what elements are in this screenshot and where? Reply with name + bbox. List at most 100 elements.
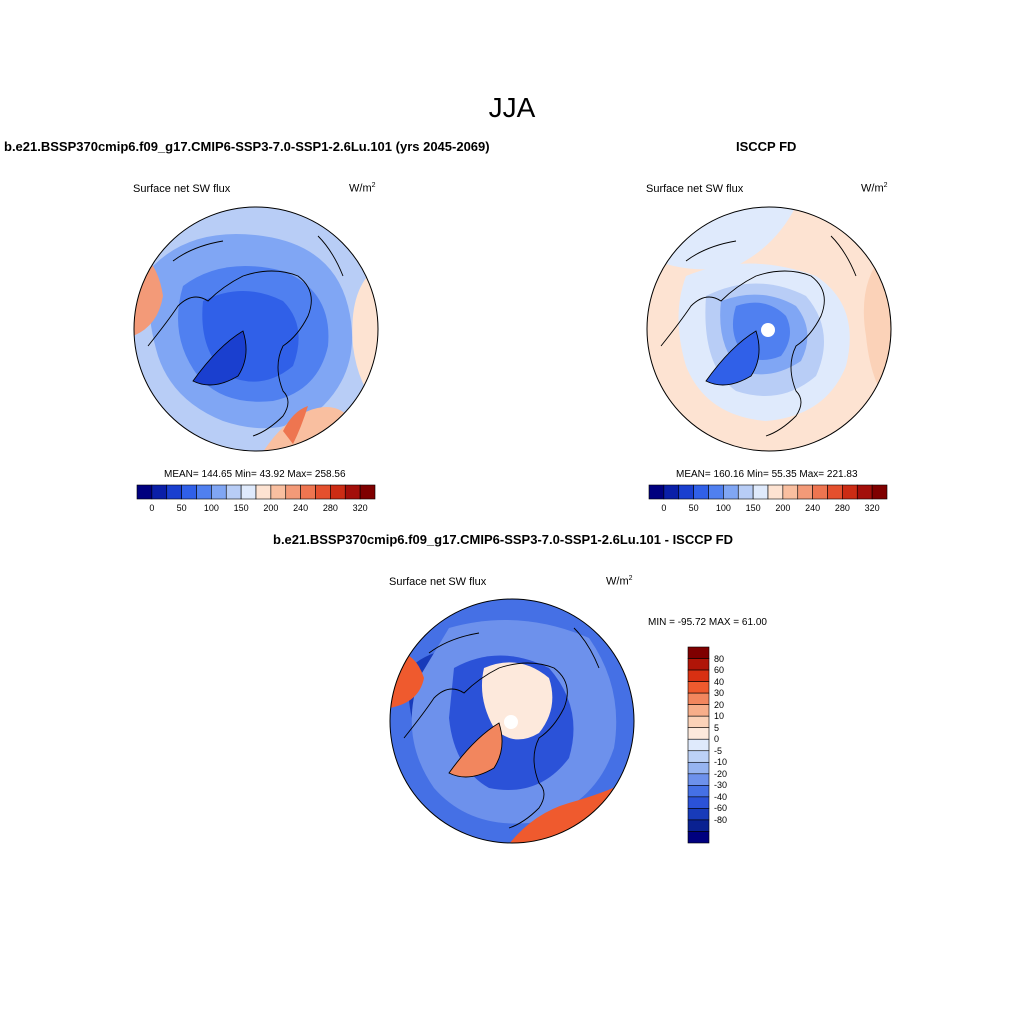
panel2-title: ISCCP FD — [736, 139, 797, 154]
panel3-colorbar-tick-label: 0 — [714, 734, 720, 745]
panel3-colorbar-swatch — [687, 761, 710, 775]
panel2-stats: MEAN= 160.16 Min= 55.35 Max= 221.83 — [676, 469, 858, 480]
panel1-colorbar-swatch — [166, 484, 182, 500]
panel2-colorbar-swatch — [737, 484, 754, 500]
panel3-colorbar-swatch — [687, 773, 710, 786]
panel2-colorbar-swatch — [648, 484, 665, 500]
panel1-colorbar-swatch — [151, 484, 168, 500]
panel2-colorbar-tick-label: 150 — [745, 503, 761, 513]
panel2-colorbar-tick-label: 50 — [688, 503, 699, 513]
panel1-colorbar-tick-label: 280 — [322, 503, 338, 513]
panel1-colorbar — [136, 484, 376, 500]
panel2-colorbar-swatch — [871, 484, 888, 500]
panel2-colorbar-tick-label: 240 — [805, 503, 821, 513]
panel3-polar-map — [389, 598, 635, 844]
panel2-colorbar-swatch — [663, 484, 680, 500]
panel2-units-label: W/m2 — [861, 182, 888, 195]
panel2-colorbar-swatch — [752, 484, 769, 500]
panel1-colorbar-tick-label: 200 — [263, 503, 279, 513]
panel3-units-label: W/m2 — [606, 575, 633, 588]
panel2-pole-gap — [761, 323, 775, 337]
panel3-colorbar-tick-label: 10 — [714, 711, 725, 722]
panel1-units-label: W/m2 — [349, 182, 376, 195]
panel2-colorbar — [648, 484, 888, 500]
panel1-colorbar-swatch — [270, 484, 287, 500]
panel1-colorbar-swatch — [196, 484, 212, 500]
panel2-colorbar-tick-label: 320 — [864, 503, 880, 513]
panel3-colorbar-swatch — [687, 738, 710, 752]
panel3-colorbar — [687, 646, 710, 844]
panel3-colorbar-ticks: 80 60 40 30 20 10 5 0 -5 -10 -20 -30 -40 -60 -80 — [714, 647, 754, 843]
panel3-colorbar-tick-label: -5 — [714, 745, 723, 756]
panel2-colorbar-swatch — [678, 484, 694, 500]
panel1-colorbar-tick-label: 0 — [149, 503, 155, 513]
panel1-colorbar-tick-label: 320 — [352, 503, 368, 513]
panel2-colorbar-ticks: 0 50 100 150 200 240 280 320 — [649, 503, 887, 515]
panel1-colorbar-swatch — [240, 484, 257, 500]
panel1-colorbar-swatch — [330, 484, 346, 500]
panel1-coastlines — [147, 235, 344, 437]
panel1-colorbar-ticks: 0 50 100 150 200 240 280 320 — [137, 503, 375, 515]
panel2-colorbar-tick-label: 100 — [715, 503, 731, 513]
panel1-colorbar-swatch — [211, 484, 227, 500]
panel1-colorbar-swatch — [300, 484, 316, 500]
panel1-colorbar-swatch — [344, 484, 361, 500]
panel3-colorbar-swatch — [687, 785, 710, 798]
panel3-colorbar-swatch — [687, 727, 710, 740]
panel3-colorbar-swatch — [687, 808, 710, 821]
panel3-field-neutral-center — [481, 662, 553, 740]
panel1-colorbar-swatch — [315, 484, 331, 500]
panel3-coastlines — [403, 627, 600, 829]
panel3-colorbar-tick-label: -80 — [714, 814, 728, 825]
panel3-colorbar-tick-label: 20 — [714, 699, 725, 710]
panel3-colorbar-swatch — [687, 715, 710, 729]
panel1-field-hot-spot — [283, 406, 308, 444]
panel3-pole-gap — [504, 715, 518, 729]
panel3-colorbar-swatch — [687, 819, 710, 832]
panel3-colorbar-swatch — [687, 669, 710, 682]
panel1-colorbar-swatch — [359, 484, 376, 500]
panel3-colorbar-swatch — [687, 692, 710, 705]
panel1-colorbar-swatch — [255, 484, 272, 500]
figure-title: JJA — [488, 92, 536, 123]
panel3-colorbar-tick-label: 60 — [714, 665, 725, 676]
panel1-colorbar-swatch — [285, 484, 301, 500]
panel1-colorbar-swatch — [136, 484, 153, 500]
panel2-colorbar-swatch — [856, 484, 873, 500]
panel3-colorbar-tick-label: 80 — [714, 653, 725, 664]
panel1-variable-label: Surface net SW flux — [133, 183, 231, 195]
panel3-colorbar-swatch — [687, 831, 710, 844]
panel2-colorbar-swatch — [812, 484, 828, 500]
panel3-stats: MIN = -95.72 MAX = 61.00 — [648, 617, 767, 628]
panel3-title: b.e21.BSSP370cmip6.f09_g17.CMIP6-SSP3-7.… — [273, 532, 734, 547]
panel3-colorbar-swatch — [687, 681, 710, 694]
panel3-colorbar-swatch — [687, 704, 710, 717]
panel2-colorbar-swatch — [708, 484, 724, 500]
panel3-field-greenland-warm — [449, 723, 503, 777]
panel3-colorbar-swatch — [687, 750, 710, 763]
panel3-colorbar-tick-label: -10 — [714, 757, 728, 768]
panel1-title: b.e21.BSSP370cmip6.f09_g17.CMIP6-SSP3-7.… — [4, 139, 490, 154]
panel2-variable-label: Surface net SW flux — [646, 183, 744, 195]
panel2-colorbar-swatch — [723, 484, 739, 500]
panel2-greenland — [706, 331, 760, 385]
panel3-colorbar-swatch — [687, 796, 710, 809]
panel2-colorbar-swatch — [797, 484, 813, 500]
panel2-colorbar-swatch — [782, 484, 799, 500]
panel3-colorbar-tick-label: -40 — [714, 791, 728, 802]
panel3-colorbar-tick-label: 5 — [714, 722, 720, 733]
panel1-stats: MEAN= 144.65 Min= 43.92 Max= 258.56 — [164, 469, 346, 480]
panel3-colorbar-tick-label: -30 — [714, 780, 728, 791]
panel1-greenland — [193, 331, 247, 385]
panel3-colorbar-tick-label: 40 — [714, 676, 725, 687]
panel1-polar-map — [133, 206, 379, 452]
panel1-colorbar-tick-label: 50 — [176, 503, 187, 513]
panel2-colorbar-swatch — [767, 484, 784, 500]
panel1-colorbar-swatch — [181, 484, 197, 500]
panel1-colorbar-tick-label: 100 — [203, 503, 219, 513]
panel2-colorbar-swatch — [693, 484, 709, 500]
panel1-colorbar-tick-label: 150 — [233, 503, 249, 513]
panel2-colorbar-tick-label: 200 — [775, 503, 791, 513]
panel2-colorbar-tick-label: 280 — [834, 503, 850, 513]
panel3-colorbar-tick-label: 30 — [714, 688, 725, 699]
